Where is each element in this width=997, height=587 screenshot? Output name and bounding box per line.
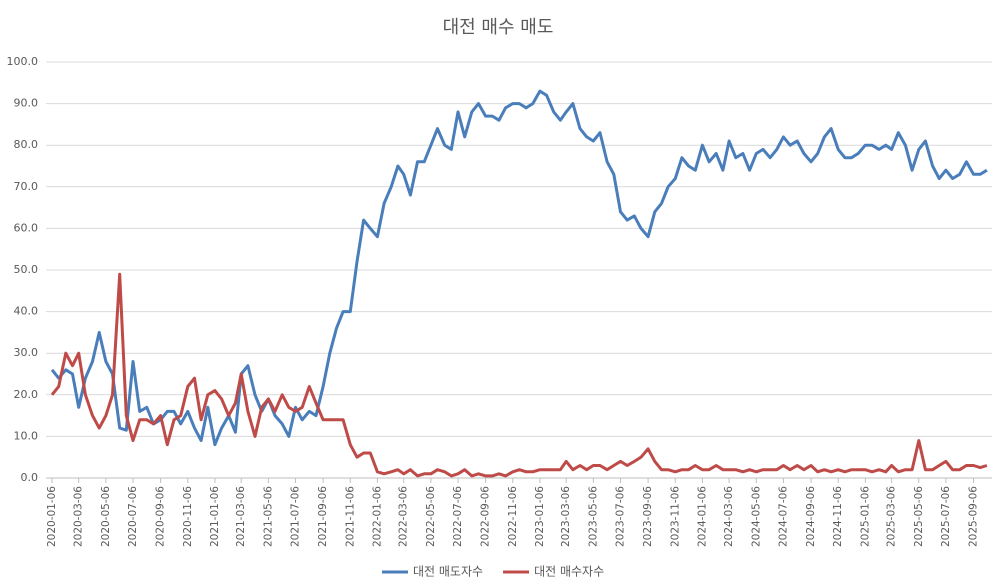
x-tick-label: 2023-05-06 xyxy=(587,486,599,547)
x-tick-label: 2020-03-06 xyxy=(73,486,85,547)
x-tick-label: 2025-09-06 xyxy=(968,486,980,547)
x-tick-label: 2021-07-06 xyxy=(290,486,302,547)
y-tick-label: 40.0 xyxy=(14,305,39,318)
x-tick-label: 2023-09-06 xyxy=(642,486,654,547)
x-tick-label: 2020-05-06 xyxy=(100,486,112,547)
x-tick-label: 2022-01-06 xyxy=(371,486,383,547)
x-tick-label: 2024-11-06 xyxy=(832,486,844,547)
y-tick-label: 10.0 xyxy=(14,429,39,442)
x-tick-label: 2021-11-06 xyxy=(344,486,356,547)
x-tick-label: 2023-07-06 xyxy=(614,486,626,547)
y-tick-label: 20.0 xyxy=(14,388,39,401)
series-line xyxy=(50,89,988,447)
x-tick-label: 2025-03-06 xyxy=(886,486,898,547)
x-tick-label: 2022-03-06 xyxy=(398,486,410,547)
legend-label: 대전 매도자수 xyxy=(413,565,483,579)
x-tick-label: 2024-07-06 xyxy=(777,486,789,547)
y-tick-label: 0.0 xyxy=(21,471,39,484)
chart-title: 대전 매수 매도 xyxy=(443,17,554,38)
x-tick-label: 2020-07-06 xyxy=(127,486,139,547)
x-tick-label: 2023-01-06 xyxy=(534,486,546,547)
y-tick-label: 60.0 xyxy=(14,221,39,234)
x-tick-label: 2023-03-06 xyxy=(560,486,572,547)
x-tick-label: 2020-09-06 xyxy=(155,486,167,547)
x-tick-label: 2021-01-06 xyxy=(209,486,221,547)
x-tick-label: 2022-05-06 xyxy=(425,486,437,547)
y-tick-label: 50.0 xyxy=(14,263,39,276)
x-tick-label: 2021-09-06 xyxy=(317,486,329,547)
x-tick-label: 2022-11-06 xyxy=(507,486,519,547)
y-tick-label: 80.0 xyxy=(14,138,39,151)
y-tick-label: 90.0 xyxy=(14,97,39,110)
y-tick-label: 70.0 xyxy=(14,180,39,193)
x-tick-label: 2021-03-06 xyxy=(235,486,247,547)
x-tick-label: 2025-05-06 xyxy=(913,486,925,547)
x-tick-label: 2020-11-06 xyxy=(182,486,194,547)
y-tick-label: 100.0 xyxy=(7,55,39,68)
x-tick-label: 2024-09-06 xyxy=(805,486,817,547)
x-tick-label: 2024-05-06 xyxy=(750,486,762,547)
x-tick-label: 2025-07-06 xyxy=(940,486,952,547)
x-tick-label: 2025-01-06 xyxy=(859,486,871,547)
x-tick-label: 2022-07-06 xyxy=(452,486,464,547)
series-line xyxy=(50,272,988,478)
legend-label: 대전 매수자수 xyxy=(534,565,604,579)
y-tick-label: 30.0 xyxy=(14,346,39,359)
x-tick-label: 2021-05-06 xyxy=(262,486,274,547)
x-tick-label: 2024-03-06 xyxy=(723,486,735,547)
x-tick-label: 2020-01-06 xyxy=(46,486,58,547)
x-tick-label: 2024-01-06 xyxy=(696,486,708,547)
x-tick-label: 2022-09-06 xyxy=(480,486,492,547)
x-tick-label: 2023-11-06 xyxy=(669,486,681,547)
